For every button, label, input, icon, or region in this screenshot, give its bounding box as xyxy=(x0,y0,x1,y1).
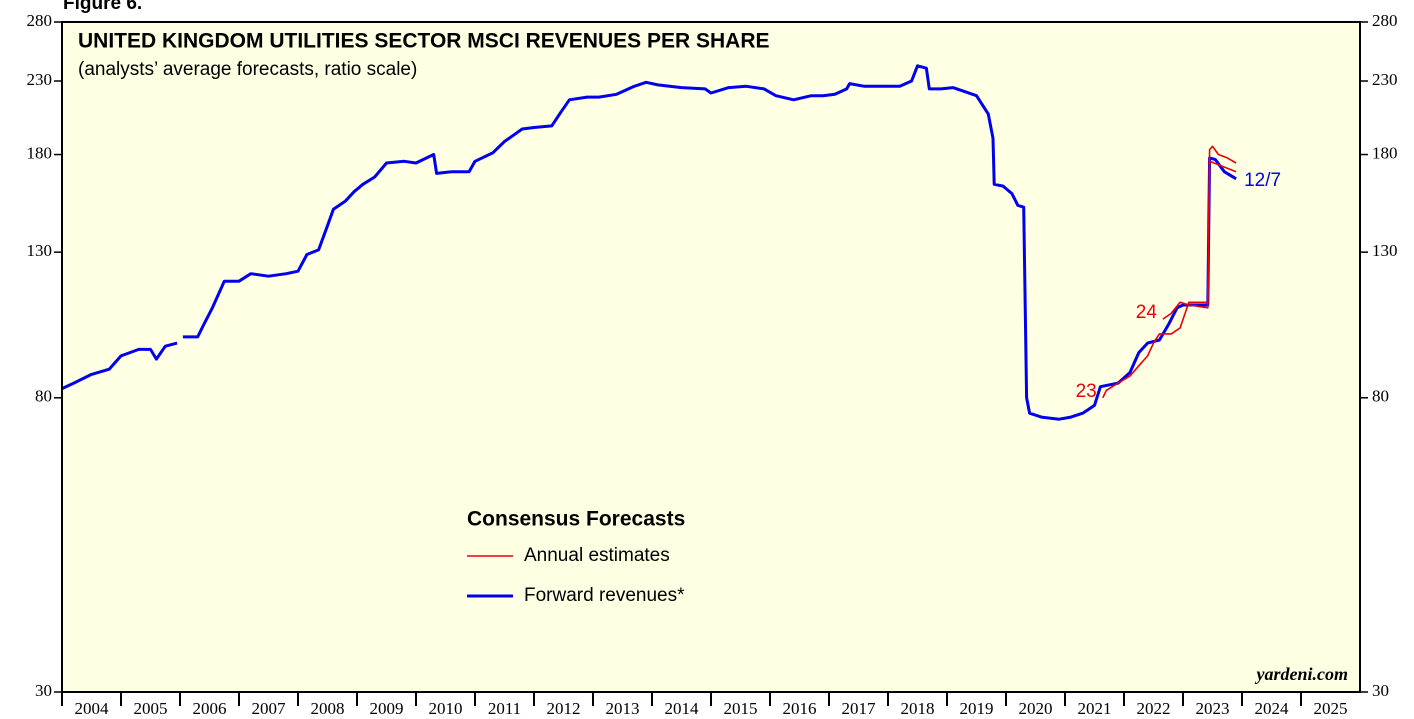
plot-frame xyxy=(61,21,1361,693)
series-label: 23 xyxy=(1076,381,1097,402)
y-tick-label-right: 230 xyxy=(1372,70,1398,89)
x-tick-label: 2007 xyxy=(252,699,287,718)
x-tick-label: 2022 xyxy=(1137,699,1171,718)
lines: 12/7 23 24 xyxy=(61,64,1281,421)
x-tick-label: 2016 xyxy=(783,699,817,718)
x-tick-label: 2024 xyxy=(1255,699,1290,718)
x-tick-label: 2012 xyxy=(547,699,581,718)
y-tick-label-right: 280 xyxy=(1372,11,1398,30)
x-tick-label: 2020 xyxy=(1019,699,1053,718)
source: yardeni.com xyxy=(1255,664,1349,684)
x-tick-label: 2013 xyxy=(606,699,640,718)
x-tick-label: 2010 xyxy=(429,699,463,718)
figure-label: Figure 6. xyxy=(63,0,142,14)
y-tick-label-right: 180 xyxy=(1372,143,1398,162)
x-tick-label: 2023 xyxy=(1196,699,1230,718)
legend-label: Annual estimates xyxy=(524,545,670,566)
plot-background xyxy=(62,22,1360,692)
y-tick-label-left: 30 xyxy=(35,681,52,700)
x-tick-label: 2015 xyxy=(724,699,758,718)
y-tick-label-right: 30 xyxy=(1372,681,1389,700)
x-tick-label: 2011 xyxy=(488,699,521,718)
y-tick-label-left: 130 xyxy=(27,241,53,260)
x-tick-label: 2009 xyxy=(370,699,404,718)
axes: 30 30 80 80 130 130 180 180 230 230 280 280 2004 2005… xyxy=(27,11,1398,718)
x-tick-label: 2021 xyxy=(1078,699,1112,718)
forward-revenues-line xyxy=(61,64,1237,421)
end-label: 12/7 xyxy=(1244,170,1281,191)
y-tick-label-left: 80 xyxy=(35,387,52,406)
y-tick-label-left: 180 xyxy=(27,143,53,162)
y-tick-label-left: 230 xyxy=(27,70,53,89)
y-tick-label-right: 80 xyxy=(1372,387,1389,406)
legend: Consensus Forecasts Annual estimates Forw… xyxy=(467,508,685,606)
x-tick-label: 2005 xyxy=(134,699,168,718)
chart-title: UNITED KINGDOM UTILITIES SECTOR MSCI REV… xyxy=(78,30,770,53)
x-tick-label: 2006 xyxy=(193,699,227,718)
x-tick-label: 2014 xyxy=(665,699,700,718)
legend-title: Consensus Forecasts xyxy=(467,508,685,531)
x-tick-label: 2008 xyxy=(311,699,345,718)
legend-label: Forward revenues* xyxy=(524,585,685,606)
x-tick-label: 2025 xyxy=(1314,699,1348,718)
x-tick-label: 2017 xyxy=(842,699,877,718)
x-tick-label: 2004 xyxy=(75,699,110,718)
x-tick-label: 2018 xyxy=(901,699,935,718)
y-tick-label-right: 130 xyxy=(1372,241,1398,260)
x-tick-label: 2019 xyxy=(960,699,994,718)
series-label: 24 xyxy=(1136,302,1158,323)
y-tick-label-left: 280 xyxy=(27,11,53,30)
annual-estimate-line xyxy=(1162,145,1237,320)
chart-subtitle: (analysts’ average forecasts, ratio scal… xyxy=(78,59,417,80)
